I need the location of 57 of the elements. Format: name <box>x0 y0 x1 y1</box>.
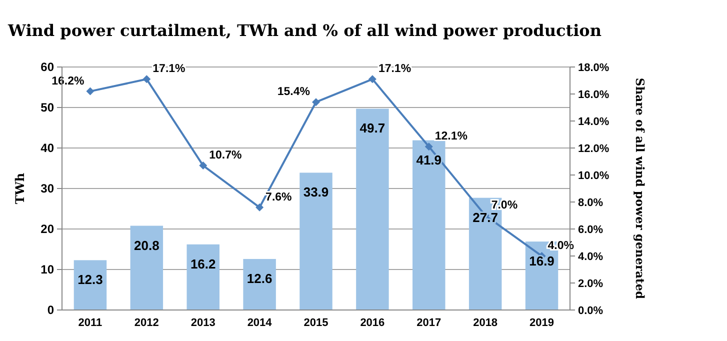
y2-tick-label: 0.0% <box>578 305 604 317</box>
point <box>368 75 376 84</box>
x-tick-label: 2015 <box>304 317 328 329</box>
y-tick-label: 20 <box>40 222 54 236</box>
y-tick-label: 50 <box>40 100 54 114</box>
y2-tick-label: 16.0% <box>578 89 610 101</box>
point <box>142 75 151 84</box>
x-tick-label: 2018 <box>473 317 498 329</box>
y-axis-title: TWh <box>13 172 27 204</box>
chart-title: Wind power curtailment, TWh and % of all wind power production <box>7 21 602 40</box>
point <box>424 142 433 151</box>
data-label: 12.6 <box>246 270 272 286</box>
data-label: 16.2 <box>190 256 216 272</box>
x-tick-label: 2019 <box>530 317 554 329</box>
y-tick-label: 10 <box>40 262 54 276</box>
y2-tick-label: 14.0% <box>578 116 610 128</box>
point <box>312 98 320 106</box>
data-label: 27.7 <box>472 210 498 225</box>
data-label: 12.3 <box>78 272 103 288</box>
y2-tick-label: 12.0% <box>578 143 610 155</box>
x-tick-label: 2017 <box>416 317 442 329</box>
data-label: 7.0% <box>491 200 518 212</box>
data-label: 16.2% <box>52 75 84 88</box>
y2-tick-label: 8.0% <box>578 197 604 209</box>
y-tick-label: 60 <box>40 60 54 74</box>
data-label: 33.9 <box>303 184 329 200</box>
data-label: 17.1% <box>152 63 186 76</box>
bar <box>412 140 446 310</box>
data-label: 49.7 <box>360 120 386 136</box>
point <box>256 203 264 212</box>
x-tick-label: 2013 <box>190 317 216 329</box>
y2-tick-label: 10.0% <box>578 170 610 182</box>
y2-axis-title: Share of all wind power generated <box>633 78 647 300</box>
y2-tick-label: 18.0% <box>578 62 610 74</box>
bar <box>300 172 332 310</box>
data-label: 16.9 <box>529 254 554 269</box>
point <box>199 162 208 170</box>
data-label: 41.9 <box>416 152 442 168</box>
data-label: 20.8 <box>134 238 160 253</box>
x-tick-label: 2016 <box>360 317 385 329</box>
y2-tick-label: 2.0% <box>578 278 604 290</box>
data-label: 12.1% <box>434 130 468 143</box>
y-tick-label: 0 <box>47 303 54 317</box>
data-label: 17.1% <box>378 63 412 76</box>
y-tick-label: 30 <box>40 182 54 196</box>
point <box>86 87 94 96</box>
y2-tick-label: 6.0% <box>578 224 604 236</box>
x-tick-label: 2014 <box>247 317 273 329</box>
data-label: 7.6% <box>266 191 292 204</box>
bar <box>356 108 389 310</box>
data-label: 10.7% <box>209 150 242 162</box>
y-tick-label: 40 <box>40 141 54 155</box>
x-tick-label: 2011 <box>78 317 102 329</box>
data-label: 15.4% <box>277 86 310 98</box>
x-tick-label: 2012 <box>134 317 159 329</box>
data-label: 4.0% <box>548 240 574 252</box>
y2-tick-label: 4.0% <box>578 251 604 263</box>
